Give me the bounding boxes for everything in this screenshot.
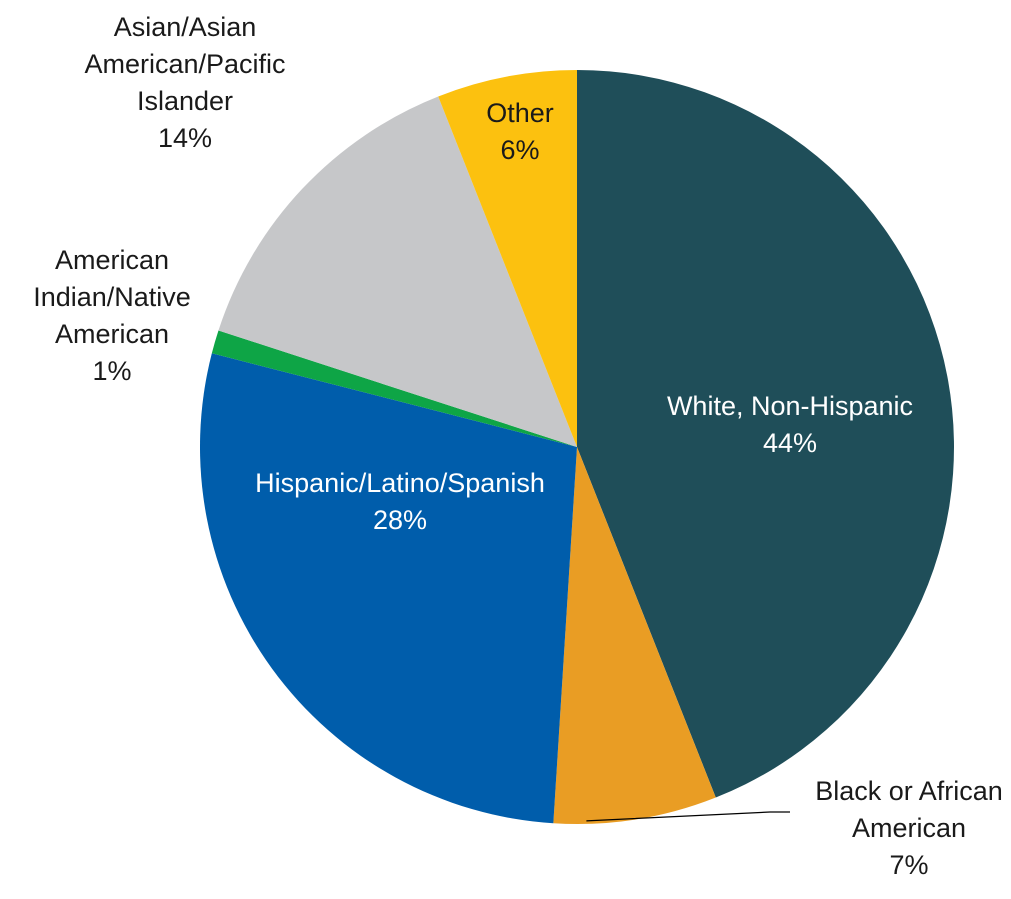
slice-name-label: American/Pacific (84, 49, 285, 79)
slice-value-label: 28% (373, 505, 427, 535)
slice-label-black-or-african-american: Black or African American 7% (815, 776, 1003, 880)
leader-lines (586, 811, 790, 822)
slice-name-label: American (55, 319, 169, 349)
pie-slice-hispanic-latino-spanish (199, 353, 577, 824)
slice-label-white-non-hispanic: White, Non-Hispanic 44% (667, 391, 913, 458)
slice-value-label: 14% (158, 123, 212, 153)
slice-labels: White, Non-Hispanic 44% Black or African Am… (33, 12, 1003, 880)
pie-slice-american-indian-native-american (211, 330, 577, 447)
slice-label-asian-asian-american-pacific-islander: Asian/Asian American/Pacific Islander 14% (84, 12, 285, 153)
pie-slice-asian-asian-american-pacific-islander (218, 96, 577, 447)
leader-line-black-or-african-american (586, 811, 790, 822)
pie-slice-black-or-african-american (553, 447, 716, 824)
slice-name-label: American (852, 813, 966, 843)
slice-name-label: Asian/Asian (114, 12, 257, 42)
slice-name-label: Hispanic/Latino/Spanish (255, 468, 545, 498)
pie-slices (199, 70, 955, 824)
slice-name-label: Black or African (815, 776, 1003, 806)
slice-value-label: 7% (889, 850, 928, 880)
pie-slice-other (438, 70, 577, 447)
slice-label-other: Other 6% (486, 98, 554, 165)
slice-label-hispanic-latino-spanish: Hispanic/Latino/Spanish 28% (255, 468, 545, 535)
slice-name-label: Other (486, 98, 554, 128)
slice-name-label: Indian/Native (33, 282, 191, 312)
pie-slice-white-non-hispanic (577, 70, 955, 798)
slice-label-american-indian-native-american: American Indian/Native American 1% (33, 245, 191, 386)
slice-name-label: Islander (137, 86, 233, 116)
slice-value-label: 6% (500, 135, 539, 165)
slice-value-label: 1% (92, 356, 131, 386)
slice-value-label: 44% (763, 428, 817, 458)
slice-name-label: American (55, 245, 169, 275)
slice-name-label: White, Non-Hispanic (667, 391, 913, 421)
